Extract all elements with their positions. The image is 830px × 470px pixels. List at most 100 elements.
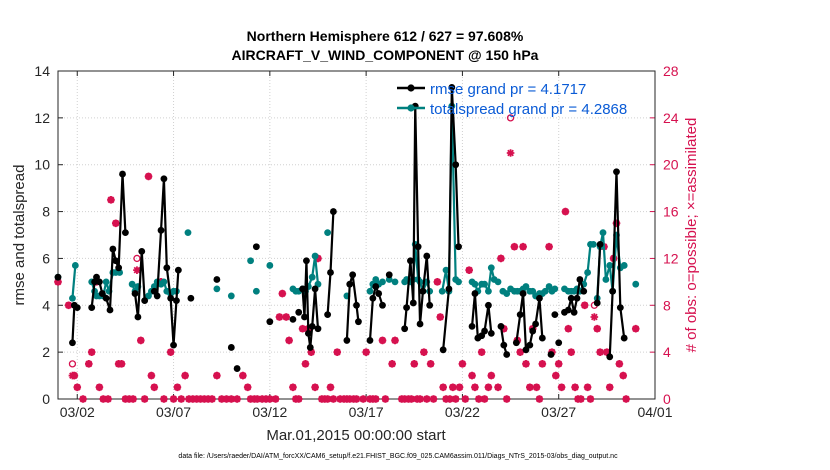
spread-point [71, 262, 79, 269]
y-tick-label: 0 [42, 391, 50, 407]
assimilated-obs-marker [278, 289, 287, 298]
assimilated-obs-marker [70, 371, 79, 380]
rmse-point [455, 243, 462, 251]
assimilated-obs-marker [147, 371, 156, 380]
x-tick-label: 03/17 [349, 404, 384, 420]
assimilated-obs-marker [107, 196, 115, 204]
spread-point [366, 287, 374, 295]
assimilated-obs-marker [137, 336, 145, 345]
possible-obs-marker [133, 254, 141, 263]
assimilated-obs-marker [87, 348, 96, 356]
rmse-point [252, 243, 260, 251]
rmse-point [616, 304, 624, 312]
assimilated-obs-marker [285, 336, 293, 345]
rmse-point [102, 294, 110, 302]
assimilated-obs-marker [446, 395, 454, 403]
data-file-note: data file: /Users/raeder/DAI/ATM_forcXX/… [178, 453, 618, 460]
assimilated-obs-marker [381, 395, 390, 403]
rmse-point [547, 351, 555, 358]
y2-tick-label: 28 [663, 63, 679, 79]
rmse-point [369, 294, 377, 302]
rmse-point [366, 337, 374, 344]
rmse-point [452, 161, 460, 169]
assimilated-obs-marker [451, 395, 460, 403]
assimilated-obs-marker [400, 395, 409, 403]
spread-point [252, 287, 260, 295]
assimilated-obs-marker [420, 348, 428, 356]
assimilated-obs-marker [535, 395, 544, 403]
x-tick-label: 03/02 [60, 404, 95, 420]
assimilated-obs-marker [615, 360, 624, 368]
assimilated-obs-marker [117, 360, 126, 368]
assimilated-obs-marker [519, 242, 527, 251]
spread-point [599, 229, 607, 237]
spread-point [227, 292, 235, 300]
assimilated-obs-marker [410, 360, 419, 368]
assimilated-obs-marker [474, 395, 483, 403]
assimilated-obs-marker [484, 383, 493, 392]
rmse-point [88, 304, 96, 312]
spread-point [541, 287, 549, 295]
assimilated-obs-marker [500, 324, 508, 333]
assimilated-obs-marker [294, 395, 303, 403]
spread-point [69, 294, 76, 302]
assimilated-obs-marker [362, 348, 370, 356]
spread-point [128, 280, 136, 288]
x-tick-label: 04/01 [637, 404, 672, 420]
rmse-point [346, 280, 354, 288]
rmse-point [500, 341, 508, 349]
assimilated-obs-marker [538, 360, 547, 368]
rmse-point [536, 294, 543, 302]
spread-point [602, 276, 610, 283]
assimilated-obs-marker [522, 360, 530, 368]
rmse-line [596, 244, 602, 303]
rmse-point [423, 252, 431, 260]
rmse-line [153, 177, 180, 347]
assimilated-obs-marker [455, 383, 464, 392]
assimilated-obs-marker [275, 313, 284, 321]
assimilated-obs-marker [487, 371, 496, 380]
y-tick-label: 6 [42, 250, 50, 266]
rmse-line [442, 86, 460, 350]
assimilated-obs-marker [314, 254, 322, 263]
assimilated-obs-marker [95, 383, 104, 392]
spread-point [487, 264, 495, 272]
assimilated-obs-marker [233, 395, 241, 403]
rmse-point [573, 294, 581, 302]
x-tick-label: 03/22 [445, 404, 480, 420]
rmse-point [327, 269, 334, 276]
assimilated-obs-marker [160, 395, 168, 403]
rmse-point [532, 320, 539, 328]
assimilated-obs-marker [391, 336, 399, 345]
assimilated-obs-marker [150, 383, 159, 392]
spread-point [522, 283, 530, 290]
rmse-point [131, 290, 139, 297]
rmse-point [512, 339, 520, 347]
rmse-point [379, 301, 386, 309]
assimilated-obs-marker [258, 395, 266, 403]
spread-point [102, 278, 110, 286]
spread-point [620, 262, 628, 269]
rmse-point [170, 341, 177, 349]
assimilated-obs-marker [583, 383, 592, 392]
rmse-point [96, 278, 103, 286]
rmse-point [227, 344, 235, 351]
assimilated-obs-marker [307, 348, 316, 356]
assimilated-obs-marker [426, 360, 435, 368]
y-tick-label: 2 [42, 344, 50, 360]
rmse-point [522, 346, 530, 354]
assimilated-obs-marker [301, 360, 310, 368]
assimilated-obs-marker [436, 313, 445, 321]
assimilated-obs-marker [448, 383, 457, 392]
spread-point [160, 278, 168, 286]
rmse-point [157, 226, 165, 234]
assimilated-obs-marker [429, 395, 438, 403]
assimilated-obs-marker [494, 383, 502, 392]
spread-point [485, 287, 492, 295]
rmse-point [109, 245, 117, 253]
y2-tick-label: 20 [663, 157, 679, 173]
assimilated-obs-marker [461, 395, 470, 403]
assimilated-obs-marker [580, 301, 589, 310]
rmse-point [167, 294, 175, 302]
rmse-point [160, 175, 168, 183]
